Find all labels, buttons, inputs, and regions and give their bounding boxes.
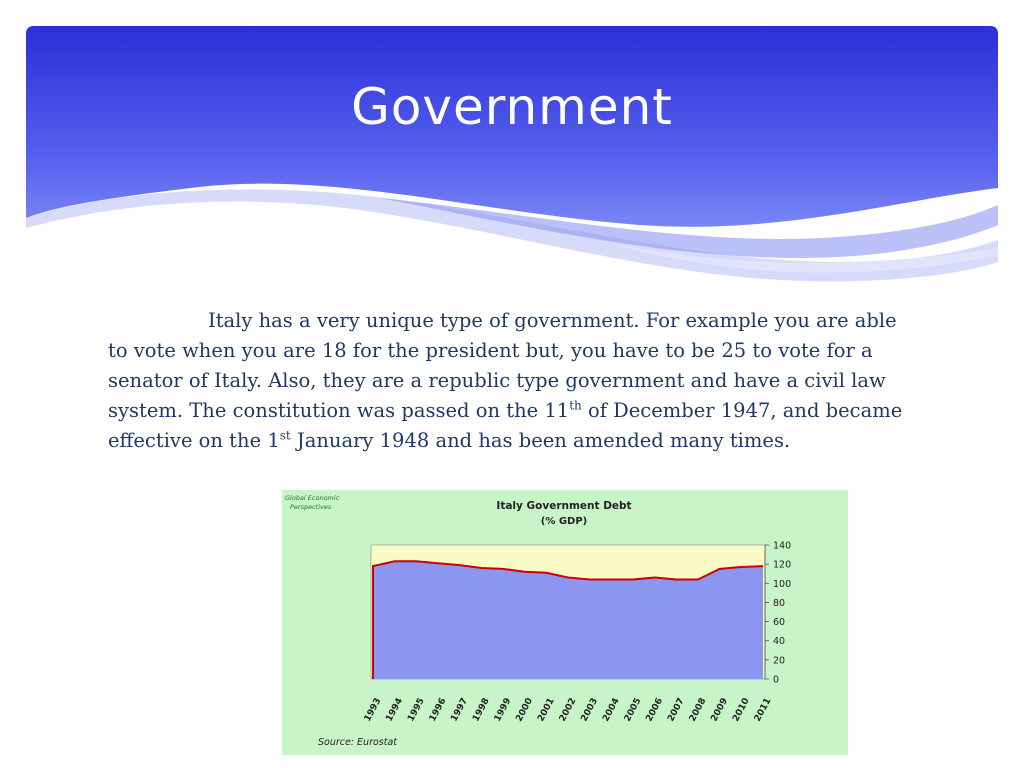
x-tick-label: 2009 xyxy=(709,697,730,724)
header-banner xyxy=(26,26,998,282)
x-tick-label: 2005 xyxy=(623,697,644,724)
superscript-th: th xyxy=(569,398,582,413)
x-tick-label: 1993 xyxy=(363,697,384,724)
debt-chart-svg: Global Economic Perspectives Italy Govern… xyxy=(285,494,791,748)
y-tick-label: 0 xyxy=(773,675,779,686)
x-tick-label: 1998 xyxy=(471,697,492,724)
banner-shape xyxy=(26,26,998,227)
chart-source: Source: Eurostat xyxy=(318,737,398,748)
chart-title: Italy Government Debt xyxy=(496,500,631,512)
y-tick-label: 40 xyxy=(773,636,785,647)
chart-subtitle: (% GDP) xyxy=(541,516,587,527)
x-tick-label: 2002 xyxy=(558,697,579,724)
y-tick-label: 60 xyxy=(773,617,785,628)
debt-line xyxy=(372,560,764,679)
debt-chart: Global Economic Perspectives Italy Govern… xyxy=(282,490,848,755)
y-tick-label: 20 xyxy=(773,655,785,666)
paragraph-part-2: of December 1947, and became effective o… xyxy=(108,399,903,452)
y-tick-label: 120 xyxy=(773,560,791,571)
y-tick-label: 80 xyxy=(773,598,785,609)
x-tick-label: 2011 xyxy=(753,697,774,724)
slide-title: Government xyxy=(351,78,673,136)
chart-brand: Global Economic Perspectives xyxy=(285,494,340,511)
banner-wave-2 xyxy=(380,198,998,258)
x-tick-label: 2003 xyxy=(579,697,600,724)
x-tick-label: 2006 xyxy=(644,697,665,724)
y-tick-label: 140 xyxy=(773,541,791,552)
x-tick-label: 2007 xyxy=(666,697,687,724)
x-tick-label: 2004 xyxy=(601,697,622,724)
x-tick-label: 1996 xyxy=(428,697,449,724)
paragraph-part-3: January 1948 and has been amended many t… xyxy=(290,429,791,452)
x-tick-label: 1995 xyxy=(406,697,427,724)
x-tick-label: 1994 xyxy=(384,697,405,724)
debt-area xyxy=(373,561,763,679)
body-paragraph: Italy has a very unique type of governme… xyxy=(108,306,918,456)
x-tick-label: 2010 xyxy=(731,697,752,724)
banner-wave-1 xyxy=(26,189,998,282)
x-tick-label: 2008 xyxy=(688,697,709,724)
x-tick-label: 2001 xyxy=(536,697,557,724)
superscript-st: st xyxy=(279,428,291,443)
paragraph-part-1: Italy has a very unique type of governme… xyxy=(108,309,897,422)
x-tick-label: 1997 xyxy=(449,697,470,724)
y-tick-label: 100 xyxy=(773,579,791,590)
x-tick-label: 1999 xyxy=(493,697,514,724)
x-tick-label: 2000 xyxy=(514,697,535,724)
banner-wave-3 xyxy=(600,240,998,273)
